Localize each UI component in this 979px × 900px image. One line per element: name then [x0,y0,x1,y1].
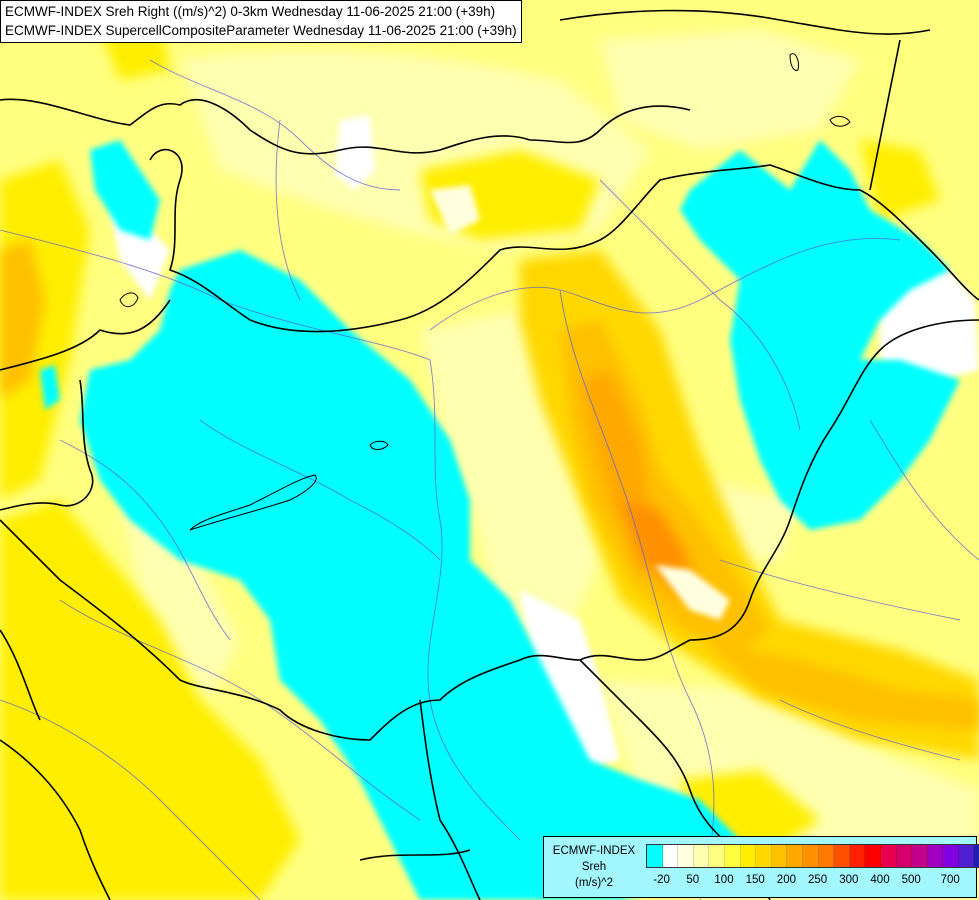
legend-swatch [943,845,959,867]
legend-swatch [724,845,741,867]
legend-swatch [709,845,725,867]
legend-title-line-2: Sreh [581,861,607,873]
legend-tick-label: 300 [839,874,859,886]
legend-swatch [756,845,772,867]
legend-color-scale [646,844,979,868]
legend-title: ECMWF-INDEX Sreh (m/s)^2 [546,843,642,891]
cyan-fill-areas [40,140,960,900]
orange-fill-areas [0,240,979,730]
legend-title-line-3: (m/s)^2 [575,877,613,889]
legend-swatch [818,845,835,867]
legend-swatch [678,845,694,867]
legend-title-line-1: ECMWF-INDEX [552,845,636,857]
legend-tick-label: 250 [808,874,828,886]
legend-swatch [802,845,819,867]
legend-swatch [880,845,897,867]
map-title-box: ECMWF-INDEX Sreh Right ((m/s)^2) 0-3km W… [0,0,522,43]
legend-tick-labels: -20 50 100 150 200 250 300 400 500 700 [646,874,976,890]
legend-swatch [896,845,913,867]
legend-swatch [974,845,979,867]
legend-swatch [662,845,679,867]
lakes [119,53,851,531]
legend-swatch [693,845,710,867]
title-line-scp: ECMWF-INDEX SupercellCompositeParameter … [5,23,517,38]
legend-swatch [865,845,881,867]
legend-swatch [912,845,928,867]
legend-tick-label: 100 [714,874,734,886]
title-line-sreh: ECMWF-INDEX Sreh Right ((m/s)^2) 0-3km W… [5,4,496,19]
legend-swatch [927,845,944,867]
legend-swatch [647,845,663,867]
legend-tick-label: 50 [686,874,700,886]
color-legend: ECMWF-INDEX Sreh (m/s)^2 -20 50 100 150 200 2… [543,836,979,898]
legend-swatch [849,845,866,867]
legend-swatch [740,845,757,867]
legend-tick-label: 400 [870,874,890,886]
legend-tick-label: 500 [901,874,921,886]
legend-swatch [834,845,850,867]
legend-tick-label: -20 [653,874,670,886]
legend-tick-label: 150 [745,874,765,886]
legend-tick-label: 200 [776,874,796,886]
legend-tick-label: 700 [940,874,960,886]
legend-swatch [958,845,975,867]
legend-swatch [771,845,788,867]
legend-swatch [787,845,803,867]
rivers [0,59,979,900]
